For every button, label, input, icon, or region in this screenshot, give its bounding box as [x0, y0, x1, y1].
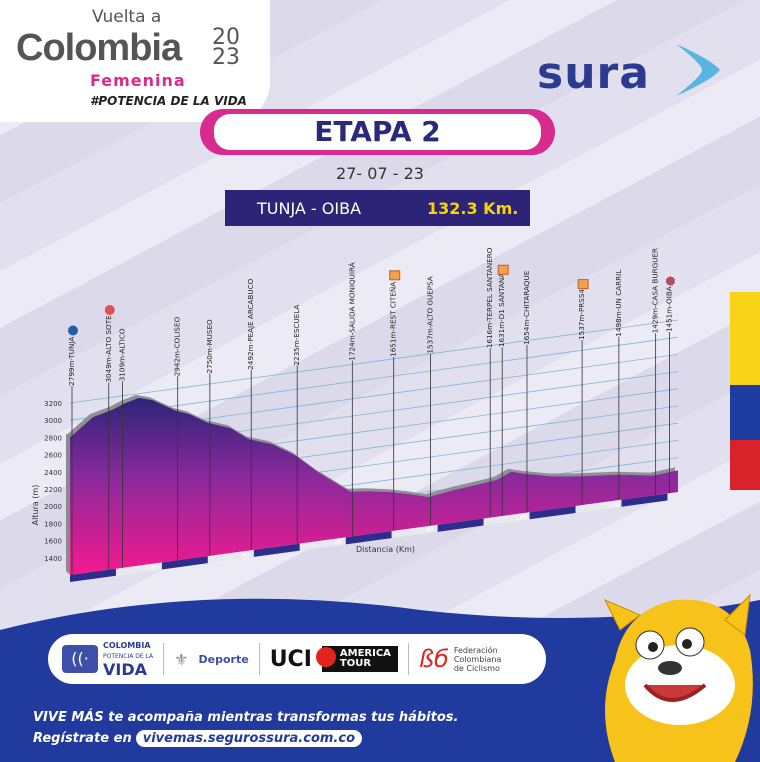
x-axis-band [483, 512, 530, 526]
vida-big: VIDA [103, 659, 147, 679]
y-tick-label: 3200 [44, 400, 62, 408]
sprint-icon [389, 270, 401, 281]
vida-icon: ((· [62, 645, 98, 673]
elevation-profile-chart: 2799m-TUNJA 3049m-ALTO SOTE 3109m-ALTICO 29… [31, 247, 679, 582]
federacion-text: Federación Colombiana de Ciclismo [453, 645, 502, 673]
deporte-logo: Deporte [198, 652, 249, 666]
x-axis-band [575, 499, 622, 513]
y-tick-label: 2000 [44, 503, 62, 511]
y-tick-label: 2200 [44, 486, 62, 494]
sura-wing-icon [676, 44, 720, 96]
x-axis-band [529, 505, 576, 520]
coat-of-arms-icon: ⚜ [174, 649, 189, 669]
waypoint-label: 2235m-ESCUELA [292, 305, 301, 366]
x-axis-band [115, 562, 162, 576]
waypoint-label: 2492m-PEAJE ARCABUCO [246, 278, 255, 369]
x-tick-label: 10 [104, 571, 112, 578]
stage-title: ETAPA 2 [214, 114, 541, 150]
waypoint-label: 1616m-TERPEL SANTANERO [485, 247, 494, 348]
waypoint-label: 1651m-REST CITEÑA [389, 282, 398, 357]
y-tick-label: 1800 [44, 520, 62, 528]
y-tick-label: 2400 [44, 469, 62, 477]
sprint-icon [577, 279, 589, 290]
waypoint-label: 1724m-SALIDA MONIQUIRÁ [347, 262, 356, 360]
waypoint-label: 2942m-COLISEO [173, 317, 182, 377]
start-icon [68, 325, 78, 336]
x-axis-band [391, 524, 438, 539]
waypoint-label: 3109m-ALTICO [118, 328, 127, 381]
stage-badge: ETAPA 2 [200, 109, 555, 155]
x-tick-label: 20 [150, 565, 158, 572]
y-tick-label: 1600 [44, 538, 62, 546]
x-axis-band [70, 568, 116, 582]
x-tick-label: 90 [472, 521, 480, 528]
logo-line2: Colombia [16, 27, 182, 69]
profile-side [66, 433, 70, 575]
y-axis-label: Altura (m) [31, 485, 40, 526]
waypoint-label: 2750m-MUSEO [205, 319, 214, 373]
america-tour-logo: AMERICA TOUR [315, 646, 398, 672]
waypoint-label: 1451m-OIBA [664, 286, 673, 332]
y-tick-label: 2600 [44, 452, 62, 460]
x-tick-label: 30 [196, 558, 204, 565]
x-axis-band [299, 537, 346, 551]
climb-icon [104, 305, 115, 316]
y-tick-label: 1400 [44, 555, 62, 563]
logo-line1: Vuelta a [92, 7, 162, 27]
register-prefix: Regístrate en [33, 731, 132, 746]
sprint-icon [497, 264, 509, 275]
fcc-icon: ßб [418, 644, 449, 673]
footer-register: Regístrate en vivemas.segurossura.com.co [33, 730, 363, 747]
colombia-flag [730, 292, 760, 490]
waypoint-label: 1654m-CHITARAQUE [522, 270, 531, 345]
colombia-vida-logo: ((· COLOMBIA POTENCIA DE LA VIDA [62, 641, 153, 678]
x-tick-label: 40 [242, 552, 250, 559]
route-distance: 132.3 Km. [427, 198, 519, 218]
x-axis-band [161, 556, 208, 570]
uci-logo: UCI [269, 646, 312, 672]
vida-top: COLOMBIA [103, 640, 151, 650]
waypoint-label: 3049m-ALTO SOTE [104, 315, 113, 383]
x-axis-band [253, 543, 300, 557]
x-axis-band [207, 549, 254, 564]
logo-year: 20 23 [212, 25, 240, 70]
logo-line3: Femenina [90, 71, 186, 90]
x-axis-band [345, 531, 392, 545]
tiger-mascot-icon [603, 593, 753, 762]
x-tick-label: 130 [654, 496, 666, 503]
y-tick-label: 2800 [44, 434, 62, 442]
x-tick-label: 80 [426, 527, 434, 534]
register-link[interactable]: vivemas.segurossura.com.co [135, 730, 363, 747]
grid-line [69, 319, 679, 404]
partner-logos-bar: ((· COLOMBIA POTENCIA DE LA VIDA ⚜ Deporte… [48, 634, 546, 684]
x-tick-label: 110 [562, 508, 574, 515]
waypoint-label: 1537m-ALTO GUEPSA [425, 276, 434, 353]
waypoint-label: 1631m-D1 SANTANA [497, 273, 506, 347]
stage-date: 27- 07 - 23 [336, 164, 424, 183]
route-name: TUNJA - OIBA [257, 198, 362, 218]
x-tick-label: 60 [334, 539, 342, 546]
footer-tagline: VIVE MÁS te acompaña mientras transforma… [33, 710, 459, 725]
waypoint-label: 1498m-UN CARRIL [614, 270, 623, 337]
grid-line [69, 336, 679, 421]
x-tick-label: 70 [380, 533, 388, 540]
waypoint-label: 2799m-TUNJA [67, 337, 76, 386]
x-tick-label: 100 [516, 514, 528, 521]
logo-hashtag: #POTENCIA DE LA VIDA [90, 94, 247, 108]
y-tick-label: 3000 [44, 417, 62, 425]
federacion-logo: ßб Federación Colombiana de Ciclismo [419, 646, 514, 673]
waypoint-label: 1429m-CASA BURGUER [651, 248, 660, 333]
event-logo: Vuelta a Colombia 20 23 Femenina #POTENC… [0, 0, 270, 122]
vida-mid: POTENCIA DE LA [103, 652, 154, 660]
x-tick-label: 50 [288, 546, 296, 553]
finish-icon [664, 275, 676, 287]
elevation-profile-area [70, 397, 678, 575]
x-axis-band [621, 493, 668, 507]
x-axis-label: Distancia (Km) [356, 545, 415, 554]
route-bar: TUNJA - OIBA 132.3 Km. [225, 190, 530, 226]
x-tick-label: 120 [608, 502, 620, 509]
x-axis-band [437, 518, 484, 532]
waypoint-label: 1537m-PRSS4 [577, 289, 586, 340]
sura-logo: sura [537, 48, 650, 99]
